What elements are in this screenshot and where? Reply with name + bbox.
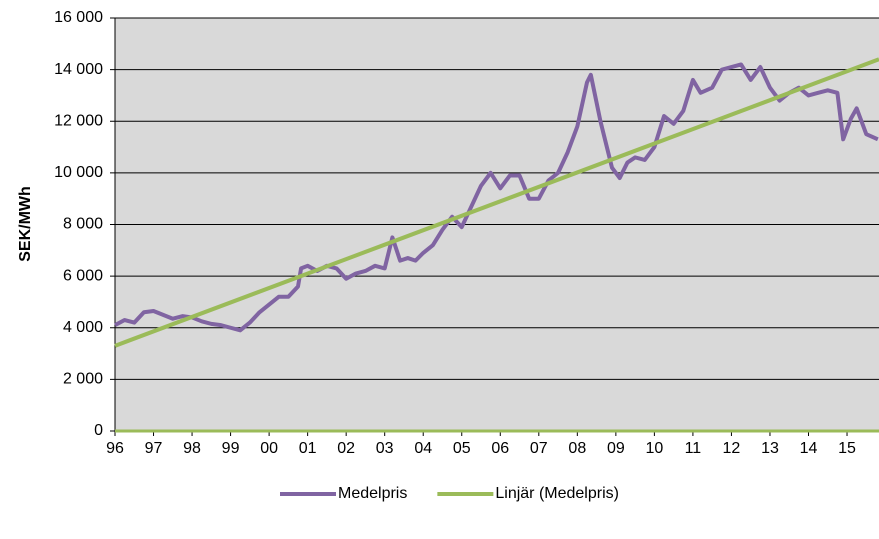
y-tick-label: 6 000 <box>63 267 103 284</box>
y-tick-label: 16 000 <box>54 9 103 26</box>
x-tick-label: 06 <box>491 440 509 457</box>
x-tick-label: 13 <box>761 440 779 457</box>
series-line <box>114 62 879 333</box>
x-tick-label: 96 <box>106 440 124 457</box>
x-tick-label: 03 <box>376 440 394 457</box>
x-tick-label: 99 <box>222 440 240 457</box>
x-tick-label: 01 <box>299 440 317 457</box>
y-tick-label: 4 000 <box>63 319 103 336</box>
legend-label: Medelpris <box>338 485 407 502</box>
y-tick-label: 10 000 <box>54 164 103 181</box>
x-tick-label: 14 <box>800 440 818 457</box>
x-tick-label: 07 <box>530 440 548 457</box>
x-tick-label: 09 <box>607 440 625 457</box>
y-tick-label: 2 000 <box>63 371 103 388</box>
x-tick-label: 00 <box>260 440 278 457</box>
x-tick-label: 98 <box>183 440 201 457</box>
y-axis-label: SEK/MWh <box>17 186 34 262</box>
y-tick-label: 12 000 <box>54 112 103 129</box>
x-tick-label: 12 <box>723 440 741 457</box>
x-tick-label: 97 <box>145 440 163 457</box>
x-tick-label: 08 <box>568 440 586 457</box>
x-tick-label: 10 <box>645 440 663 457</box>
x-tick-label: 02 <box>337 440 355 457</box>
x-tick-label: 04 <box>414 440 432 457</box>
x-tick-label: 15 <box>838 440 856 457</box>
x-tick-label: 11 <box>685 440 702 457</box>
legend-label: Linjär (Medelpris) <box>495 485 619 502</box>
y-tick-label: 0 <box>94 422 103 439</box>
series-line <box>114 57 879 348</box>
y-tick-label: 14 000 <box>54 61 103 78</box>
x-tick-label: 05 <box>453 440 471 457</box>
y-tick-label: 8 000 <box>63 216 103 233</box>
